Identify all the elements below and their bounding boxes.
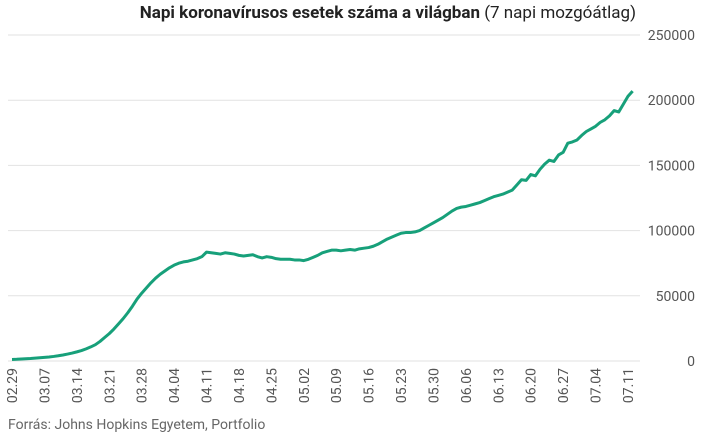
- x-tick-label: 03.14: [70, 368, 86, 403]
- chart-title: Napi koronavírusos esetek száma a világb…: [140, 3, 636, 23]
- x-tick-label: 05.23: [394, 368, 410, 403]
- x-tick-label: 03.28: [135, 368, 151, 403]
- x-tick-label: 04.25: [264, 368, 280, 403]
- y-tick-label: 0: [687, 354, 695, 370]
- x-tick-label: 06.06: [459, 368, 475, 403]
- plot: [11, 90, 634, 361]
- x-tick-label: 04.04: [167, 368, 183, 403]
- grid: 0 50000 100000 150000 200000 250000 02.29 03.07…: [5, 28, 695, 403]
- line: [11, 90, 634, 361]
- x-tick-label: 03.21: [102, 368, 118, 403]
- source: Forrás: Johns Hopkins Egyetem, Portfolio: [8, 417, 265, 433]
- x-tick-label: 07.04: [589, 368, 605, 403]
- x-tick-label: 06.27: [556, 368, 572, 403]
- x-tick-label: 03.07: [37, 368, 53, 403]
- title: Napi koronavírusos esetek száma a világb…: [140, 3, 480, 23]
- x-tick-label: 06.20: [524, 368, 540, 403]
- x-tick-label: 04.18: [232, 368, 248, 403]
- x-tick-label: 05.16: [362, 368, 378, 403]
- x-tick-label: 02.29: [5, 368, 21, 403]
- y-tick-label: 150000: [648, 158, 695, 174]
- subtitle: (7 napi mozgóátlag): [484, 3, 636, 23]
- x-tick-label: 05.09: [329, 368, 345, 403]
- x-tick-label: 04.11: [200, 368, 216, 403]
- y-tick-label: 200000: [648, 93, 695, 109]
- y-tick-label: 100000: [648, 224, 695, 240]
- x-tick-label: 06.13: [491, 368, 507, 403]
- x-tick-label: 05.30: [426, 368, 442, 403]
- x-tick-label: 05.02: [297, 368, 313, 403]
- y-tick-label: 50000: [656, 289, 695, 305]
- x-tick-label: 07.11: [621, 368, 637, 403]
- y-tick-label: 250000: [648, 28, 695, 44]
